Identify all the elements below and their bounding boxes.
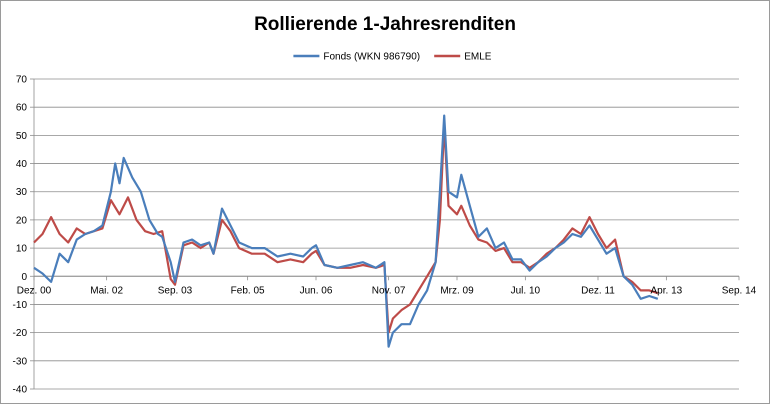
- x-tick-label-0: Dez. 00: [17, 285, 52, 296]
- series-layer: [33, 114, 659, 348]
- y-tick-label-30: 30: [16, 187, 28, 198]
- x-tick-label-10: Sep. 14: [722, 285, 757, 296]
- x-tick-label-9: Apr. 13: [651, 285, 683, 296]
- x-tick-label-7: Jul. 10: [511, 285, 541, 296]
- x-tick-label-5: Nov. 07: [372, 285, 406, 296]
- x-tick-label-4: Jun. 06: [300, 285, 333, 296]
- series-line-1: [33, 123, 659, 334]
- tick-labels: -40 -30 -20 -10 0 10 20 30 40 50 60 70 Dez. 00 Mai. 0…: [13, 75, 757, 396]
- x-tick-label-2: Sep. 03: [158, 285, 193, 296]
- y-tick-label--30: -30: [13, 356, 28, 367]
- legend-label-0: Fonds (WKN 986790): [323, 52, 420, 63]
- y-tick-label--20: -20: [13, 328, 28, 339]
- x-tick-label-8: Dez. 11: [581, 285, 615, 296]
- y-tick-label-50: 50: [16, 131, 28, 142]
- gridlines: [34, 78, 739, 390]
- series-line-0: [33, 114, 659, 348]
- axes: [30, 78, 740, 390]
- y-tick-label--40: -40: [13, 385, 28, 396]
- x-tick-label-3: Feb. 05: [231, 285, 265, 296]
- legend-label-1: EMLE: [464, 52, 492, 63]
- y-tick-label-60: 60: [16, 103, 28, 114]
- x-tick-label-1: Mai. 02: [90, 285, 123, 296]
- legend: Fonds (WKN 986790) EMLE: [293, 52, 492, 63]
- y-tick-label-40: 40: [16, 159, 28, 170]
- y-tick-label-10: 10: [16, 244, 28, 255]
- y-tick-label-20: 20: [16, 215, 28, 226]
- chart-title: Rollierende 1-Jahresrenditen: [254, 14, 516, 35]
- y-tick-label-0: 0: [21, 272, 27, 283]
- x-tick-label-6: Mrz. 09: [440, 285, 474, 296]
- y-tick-label--10: -10: [13, 300, 28, 311]
- y-tick-label-70: 70: [16, 75, 28, 86]
